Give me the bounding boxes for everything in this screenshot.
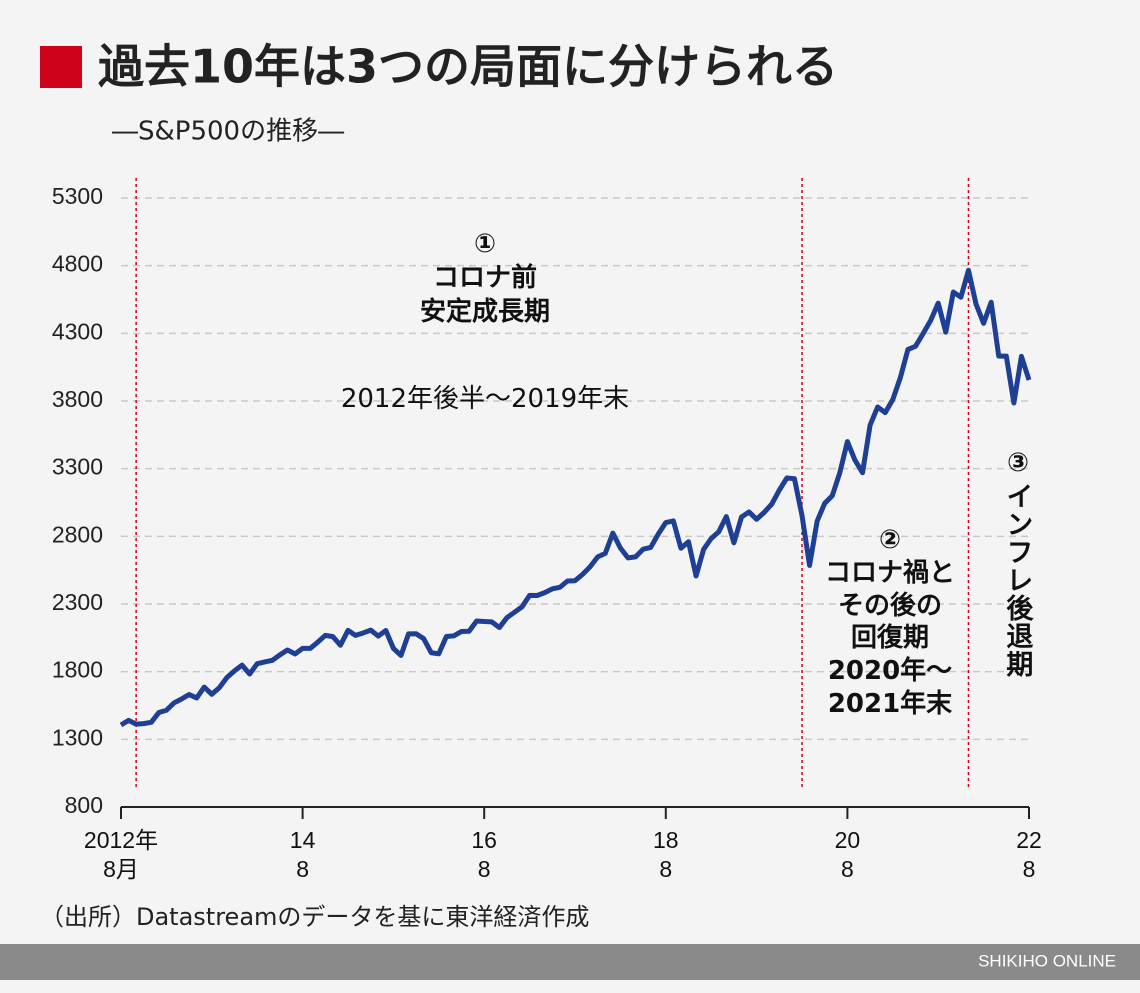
source-note: （出所）Datastreamのデータを基に東洋経済作成 [40, 903, 589, 931]
brand: SHIKIHO ONLINE [978, 951, 1116, 970]
chart-subtitle: ―S&P500の推移― [112, 117, 344, 147]
x-tick-label: 14 8 [289, 827, 316, 882]
y-tick-label: 5300 [52, 183, 103, 209]
x-tick-label: 18 8 [653, 827, 679, 882]
y-tick-label: 3300 [52, 454, 103, 480]
y-tick-label: 3800 [52, 386, 103, 412]
x-tick-label: 20 8 [834, 827, 861, 882]
y-tick-label: 4300 [52, 318, 103, 344]
annotation: インフレ後退期 [1001, 482, 1033, 678]
annotation: 2012年後半～2019年末 [340, 384, 630, 414]
x-tick-label: 22 8 [1016, 827, 1042, 882]
y-tick-label: 800 [65, 792, 103, 818]
y-tick-label: 4800 [52, 251, 103, 277]
chart-title: 過去10年は3つの局面に分けられる [98, 40, 838, 94]
data-line [119, 267, 1032, 728]
footer-bar [0, 944, 1140, 980]
annotation: ③ [1006, 448, 1029, 478]
annotation: ② コロナ禍と その後の 回復期 2020年～ 2021年末 [824, 525, 955, 719]
annotation: ① コロナ前 安定成長期 [419, 229, 550, 327]
x-tick-label: 2012年 8月 [83, 827, 159, 882]
x-tick-label: 16 8 [471, 827, 497, 882]
y-tick-label: 1300 [52, 724, 103, 750]
y-tick-label: 1800 [52, 657, 103, 683]
title-marker [40, 46, 82, 88]
y-tick-label: 2800 [52, 521, 103, 547]
y-tick-label: 2300 [52, 589, 103, 615]
